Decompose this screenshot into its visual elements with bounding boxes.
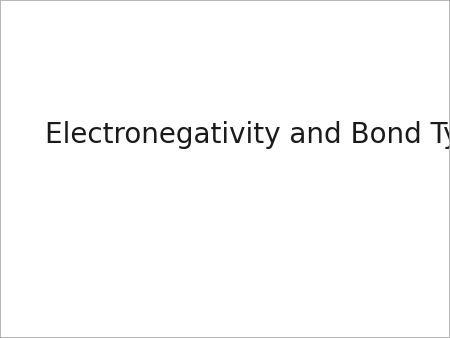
Text: Electronegativity and Bond Type: Electronegativity and Bond Type bbox=[45, 121, 450, 149]
